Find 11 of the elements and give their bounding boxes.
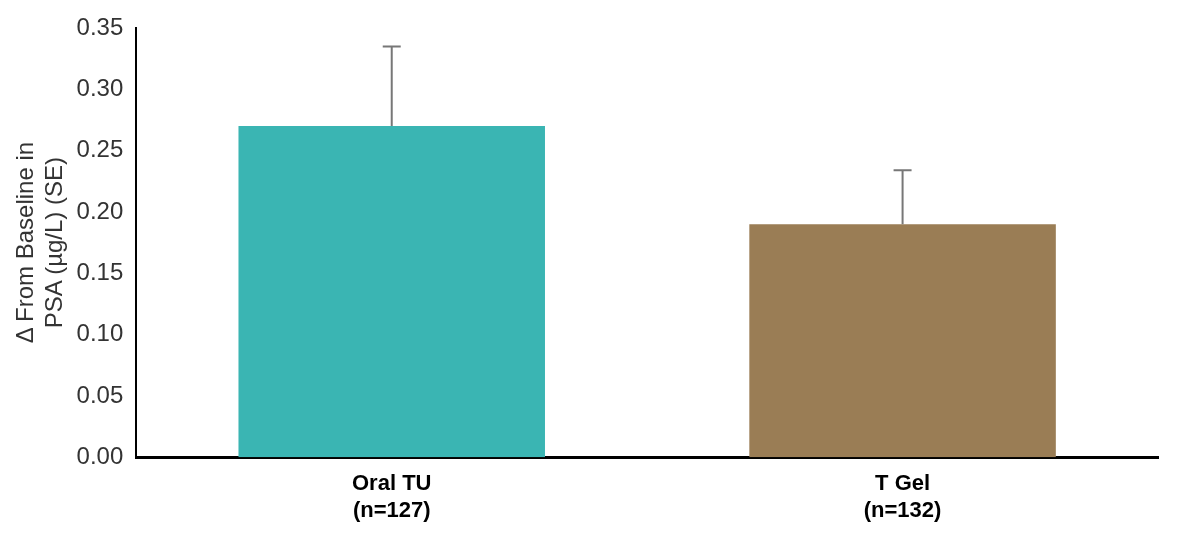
y-tick-label: 0.10 [76, 319, 124, 347]
x-tick-label: Oral TU (n=127) [352, 470, 432, 522]
y-axis-title: Δ From Baseline in PSA (µg/L) (SE) [11, 141, 67, 344]
y-tick-label: 0.00 [76, 441, 124, 469]
y-tick-label: 0.30 [76, 73, 124, 101]
y-tick-label: 0.35 [76, 12, 124, 40]
y-tick-label: 0.05 [76, 380, 124, 408]
x-tick-label: T Gel (n=132) [863, 470, 942, 522]
y-tick-label: 0.15 [76, 257, 124, 285]
y-tick-label: 0.25 [76, 135, 124, 163]
y-tick-label: 0.20 [76, 196, 124, 224]
